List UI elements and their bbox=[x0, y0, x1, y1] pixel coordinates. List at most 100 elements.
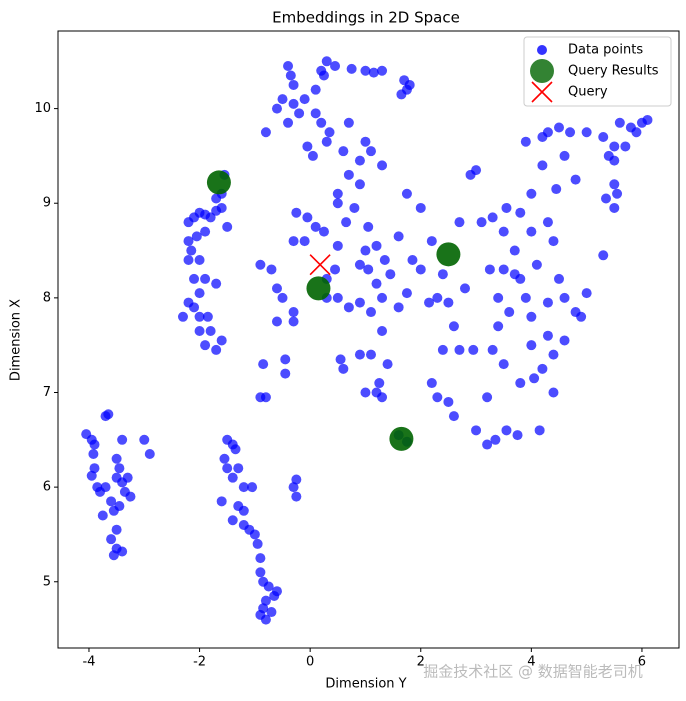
data-point bbox=[382, 359, 393, 370]
data-point bbox=[200, 340, 211, 351]
data-point bbox=[401, 188, 412, 199]
data-point bbox=[114, 463, 125, 474]
data-point bbox=[377, 325, 388, 336]
data-point bbox=[363, 221, 374, 232]
data-point bbox=[542, 297, 553, 308]
data-point bbox=[222, 463, 233, 474]
x-tick-label: 6 bbox=[638, 655, 646, 670]
data-point bbox=[407, 255, 418, 266]
data-point bbox=[291, 207, 302, 218]
data-point bbox=[111, 472, 122, 483]
data-point bbox=[194, 311, 205, 322]
data-point bbox=[89, 463, 100, 474]
data-point bbox=[389, 426, 414, 451]
data-point bbox=[526, 226, 537, 237]
data-point bbox=[294, 108, 305, 119]
data-point bbox=[288, 482, 299, 493]
data-point bbox=[360, 65, 371, 76]
data-point bbox=[551, 184, 562, 195]
data-point bbox=[343, 302, 354, 313]
data-point bbox=[219, 453, 230, 464]
data-point bbox=[631, 127, 642, 138]
data-point bbox=[258, 359, 269, 370]
data-point bbox=[97, 510, 108, 521]
data-point bbox=[620, 141, 631, 152]
data-point bbox=[283, 117, 294, 128]
data-point bbox=[189, 302, 200, 313]
y-axis-label: Dimension X bbox=[9, 299, 24, 381]
data-point bbox=[211, 278, 222, 289]
data-point bbox=[89, 439, 100, 450]
data-point bbox=[468, 344, 479, 355]
data-point bbox=[299, 94, 310, 105]
data-point bbox=[200, 273, 211, 284]
data-point bbox=[493, 292, 504, 303]
data-point bbox=[222, 221, 233, 232]
data-point bbox=[476, 217, 487, 228]
data-point bbox=[139, 434, 150, 445]
data-point bbox=[277, 292, 288, 303]
data-point bbox=[415, 264, 426, 275]
data-point bbox=[144, 449, 155, 460]
data-point bbox=[332, 240, 343, 251]
y-tick-label: 6 bbox=[43, 480, 51, 495]
data-point bbox=[233, 463, 244, 474]
data-point bbox=[498, 264, 509, 275]
legend-marker bbox=[530, 59, 554, 83]
data-point bbox=[603, 150, 614, 161]
data-point bbox=[249, 529, 260, 540]
data-point bbox=[318, 70, 329, 81]
data-point bbox=[266, 607, 277, 618]
data-point bbox=[426, 236, 437, 247]
data-point bbox=[515, 207, 526, 218]
data-point bbox=[377, 65, 388, 76]
x-tick-label: -4 bbox=[82, 655, 95, 670]
data-point bbox=[206, 170, 231, 195]
data-point bbox=[321, 136, 332, 147]
data-point bbox=[263, 581, 274, 592]
data-point bbox=[302, 141, 313, 152]
data-point bbox=[443, 396, 454, 407]
data-point bbox=[288, 79, 299, 90]
data-point bbox=[612, 188, 623, 199]
data-point bbox=[271, 316, 282, 327]
data-point bbox=[114, 501, 125, 512]
data-point bbox=[106, 534, 117, 545]
data-point bbox=[548, 349, 559, 360]
data-point bbox=[260, 614, 271, 625]
data-point bbox=[280, 354, 291, 365]
data-point bbox=[283, 61, 294, 72]
data-point bbox=[341, 217, 352, 228]
data-point bbox=[515, 273, 526, 284]
data-point bbox=[598, 250, 609, 261]
data-point bbox=[260, 595, 271, 606]
data-point bbox=[255, 553, 266, 564]
data-point bbox=[609, 141, 620, 152]
data-point bbox=[354, 155, 365, 166]
data-point bbox=[432, 292, 443, 303]
data-point bbox=[346, 63, 357, 74]
data-point bbox=[512, 430, 523, 441]
data-point bbox=[330, 61, 341, 72]
plot-frame bbox=[57, 30, 680, 649]
data-point bbox=[285, 70, 296, 81]
data-point bbox=[106, 496, 117, 507]
data-point bbox=[448, 411, 459, 422]
data-point bbox=[330, 264, 341, 275]
data-point bbox=[537, 160, 548, 171]
data-point bbox=[379, 255, 390, 266]
data-point bbox=[436, 242, 461, 267]
data-point bbox=[177, 311, 188, 322]
data-point bbox=[321, 56, 332, 67]
data-point bbox=[565, 127, 576, 138]
data-point bbox=[542, 127, 553, 138]
data-point bbox=[493, 321, 504, 332]
data-point bbox=[368, 67, 379, 78]
data-point bbox=[360, 387, 371, 398]
data-point bbox=[343, 117, 354, 128]
data-point bbox=[260, 392, 271, 403]
data-point bbox=[252, 538, 263, 549]
legend-label: Query bbox=[568, 85, 608, 100]
data-point bbox=[504, 307, 515, 318]
x-tick-label: 4 bbox=[527, 655, 535, 670]
